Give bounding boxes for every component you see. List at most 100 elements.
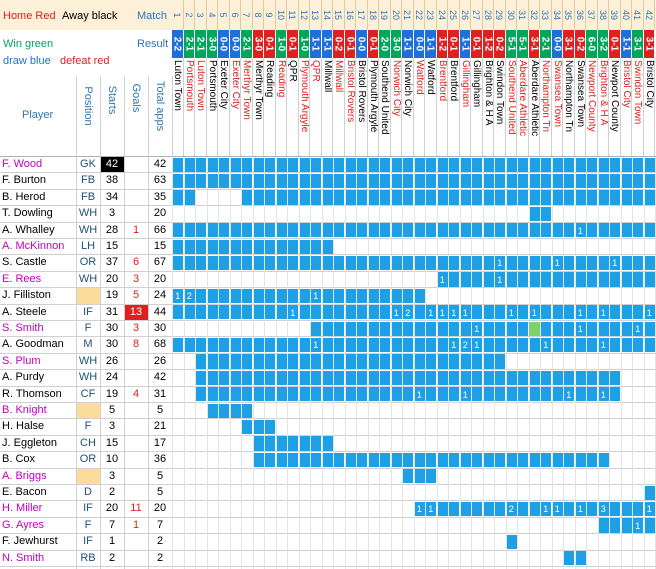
appearance-cell: [391, 157, 402, 172]
appearance-cell: [356, 157, 367, 172]
appearance-cell: [253, 305, 264, 320]
appearance-cell: [230, 157, 241, 172]
player-name: T. Dowling: [2, 207, 53, 220]
appearance-cell: [172, 255, 183, 271]
match-divider: [252, 157, 254, 569]
appearance-cell: [356, 321, 367, 336]
match-score: 3-1: [632, 30, 644, 58]
appearance-cell: [322, 288, 333, 304]
match-score: 0-1: [287, 30, 299, 58]
match-score: 1-2: [436, 30, 448, 58]
appearance-cell: [368, 337, 379, 353]
player-position: WH: [78, 223, 98, 236]
match-score-text: 2-1: [195, 36, 206, 52]
match-opponent-text: Northampton Tn: [563, 60, 575, 133]
appearance-cell: [299, 288, 310, 304]
match-score-text: 1-1: [620, 36, 632, 52]
appearance-cell: [598, 255, 609, 271]
appearance-cell: [345, 305, 356, 320]
match-number: 22: [414, 0, 425, 30]
appearance-cell: [437, 387, 448, 402]
appearance-cell: [552, 501, 563, 517]
player-position: FB: [80, 190, 96, 203]
player-starts: 7: [108, 518, 116, 531]
player-total-apps: 20: [153, 272, 167, 285]
goal-count: 1: [439, 307, 445, 318]
appearance-cell: [460, 452, 471, 468]
match-number-text: 14: [321, 9, 332, 21]
goal-count: 1: [428, 504, 434, 515]
match-number-text: 16: [344, 9, 355, 21]
appearance-cell: [310, 370, 321, 386]
match-score-text: 2-0: [379, 36, 390, 52]
match-divider: [632, 157, 633, 569]
match-number: 27: [471, 0, 483, 30]
match-divider: [344, 157, 346, 569]
match-opponent-text: Newport County: [609, 60, 621, 132]
appearance-cell: [471, 452, 482, 468]
appearance-cell: [506, 452, 517, 468]
appearance-cell: [644, 272, 655, 287]
appearance-cell: [552, 157, 563, 172]
appearance-cell: [517, 337, 528, 353]
match-score-text: 0-1: [367, 36, 379, 52]
match-score: 2-1: [540, 30, 552, 58]
appearance-cell: [425, 354, 436, 369]
appearance-cell: [414, 337, 425, 353]
row-divider: [0, 320, 656, 321]
appearance-cell: [609, 337, 620, 353]
match-divider: [172, 157, 173, 569]
match-opponent: Millwall: [322, 58, 333, 156]
match-opponent-text: Brentford: [436, 60, 448, 102]
match-divider: [287, 157, 288, 569]
appearance-cell: [437, 157, 448, 172]
match-score-text: 1-0: [298, 36, 310, 52]
appearance-cell: [264, 436, 275, 451]
appearance-cell: [552, 255, 563, 271]
appearance-cell: [575, 501, 586, 517]
appearance-cell: [563, 190, 574, 205]
appearance-cell: [414, 223, 425, 238]
appearance-cell: [264, 255, 275, 271]
match-score-text: 0-1: [344, 36, 356, 52]
player-position: RB: [80, 551, 96, 564]
match-opponent: Bristol City: [621, 58, 632, 156]
appearance-cell: [402, 370, 413, 386]
appearance-cell: [425, 452, 436, 468]
match-opponent-text: Watford: [413, 60, 425, 95]
appearance-cell: [621, 255, 632, 271]
goal-count: 1: [416, 389, 422, 400]
match-divider: [459, 157, 461, 569]
appearance-cell: [529, 387, 540, 402]
appearance-cell: [368, 255, 379, 271]
match-number-text: 5: [218, 12, 229, 18]
match-number: 36: [575, 0, 586, 30]
match-number: 31: [517, 0, 529, 30]
match-divider: [275, 157, 277, 569]
appearance-cell: [207, 223, 218, 238]
appearance-cell: [609, 305, 620, 320]
player-name: B. Herod: [2, 190, 46, 203]
appearance-cell: [517, 321, 528, 336]
appearance-cell: [195, 288, 206, 304]
match-score: 1-1: [321, 30, 333, 58]
appearance-cell: [333, 452, 344, 468]
match-opponent-text: Bristol City: [643, 60, 655, 108]
match-opponent: Gillingham: [460, 58, 471, 156]
player-total-apps: 15: [153, 240, 167, 252]
appearance-cell: [540, 370, 551, 386]
appearance-cell: [310, 436, 321, 451]
appearance-cell: [207, 173, 218, 189]
match-score-text: 1-2: [436, 36, 448, 52]
match-divider: [540, 157, 541, 569]
player-starts: 24: [105, 371, 119, 384]
appearance-cell: [586, 321, 597, 336]
appearance-cell: [264, 288, 275, 304]
appearance-cell: [644, 485, 655, 500]
appearance-cell: [425, 255, 436, 271]
appearance-cell: [575, 551, 586, 566]
appearance-cell: [368, 452, 379, 468]
appearance-cell: [552, 452, 563, 468]
appearance-cell: [299, 190, 310, 205]
player-goals: [124, 436, 148, 451]
